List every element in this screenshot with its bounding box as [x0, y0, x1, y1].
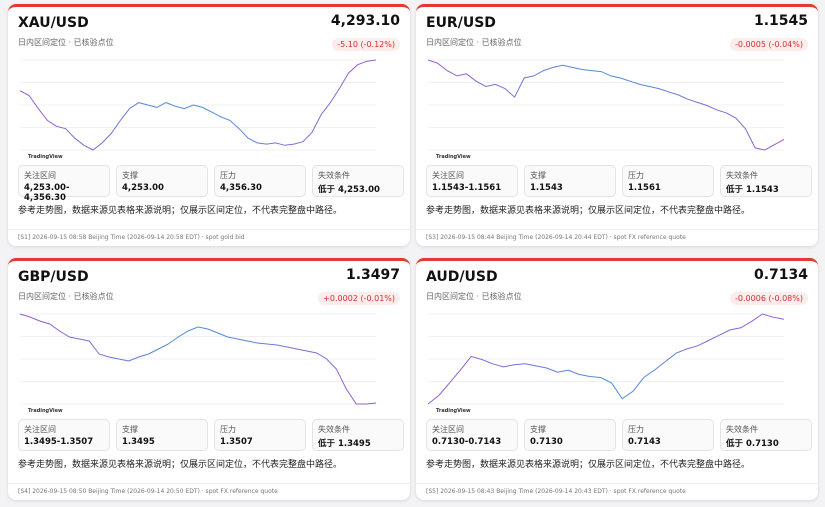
stat-value: 4,356.30 [220, 183, 262, 193]
stat-label: 支撑 [530, 171, 546, 180]
pair-title: EUR/USD [426, 15, 496, 31]
stat-label: 关注区间 [24, 425, 56, 434]
price-line [427, 313, 785, 405]
price-line [427, 59, 785, 151]
stat-label: 失效条件 [318, 425, 350, 434]
chart: TradingView [19, 313, 377, 414]
watermark: TradingView [436, 154, 471, 160]
stat-box: 关注区间 1.1543-1.1561 [426, 165, 518, 197]
price: 1.1545 [753, 13, 808, 29]
watermark: TradingView [28, 408, 63, 414]
stat-label: 压力 [628, 171, 644, 180]
card: EUR/USD 1.1545 日内区间定位 · 已核验点位 -0.0005 (-0.0… [416, 4, 818, 246]
stat-box: 失效条件低于 0.7130 [720, 419, 812, 451]
stat-value: 1.3507 [220, 437, 253, 447]
stat-label: 失效条件 [726, 171, 758, 180]
stat-value: 1.3495 [122, 437, 155, 447]
price-line [19, 59, 377, 151]
stat-label: 关注区间 [24, 171, 56, 180]
stat-value: 0.7130-0.7143 [432, 437, 502, 447]
stat-value: 0.7130 [530, 437, 563, 447]
price: 1.3497 [345, 267, 400, 283]
stat-value: 4,253.00 [122, 183, 164, 193]
footer: [S5] 2026-09-15 08:43 Beijing Time (2026… [416, 483, 818, 495]
stat-label: 支撑 [122, 425, 138, 434]
stat-label: 失效条件 [318, 171, 350, 180]
subtitle: 日内区间定位 · 已核验点位 [426, 292, 522, 301]
price-line [19, 313, 377, 405]
footer: [S4] 2026-09-15 08:50 Beijing Time (2026… [8, 483, 410, 495]
change-badge: -0.0005 (-0.04%) [730, 38, 808, 51]
stat-label: 压力 [628, 425, 644, 434]
chart: TradingView [427, 59, 785, 160]
stat-value: 低于 1.1543 [726, 185, 779, 195]
price: 4,293.10 [330, 13, 400, 29]
stat-box: 关注区间 4,253.00-4,356.30 [18, 165, 110, 203]
stat-value: 1.3495-1.3507 [24, 437, 94, 447]
stat-value: 0.7143 [628, 437, 661, 447]
stat-label: 压力 [220, 171, 236, 180]
chart: TradingView [19, 59, 377, 160]
watermark: TradingView [436, 408, 471, 414]
stat-value: 低于 4,253.00 [318, 185, 380, 195]
subtitle: 日内区间定位 · 已核验点位 [426, 38, 522, 47]
stat-label: 关注区间 [432, 425, 464, 434]
pair-title: AUD/USD [426, 269, 498, 285]
stat-box: 失效条件低于 1.3495 [312, 419, 404, 451]
note: 参考走势图，数据来源见表格来源说明；仅展示区间定位，不代表完整盘中路径。 [18, 460, 343, 470]
stat-box: 压力 1.3507 [214, 419, 306, 451]
change-badge: +0.0002 (-0.01%) [318, 292, 400, 305]
stat-box: 关注区间 0.7130-0.7143 [426, 419, 518, 451]
watermark: TradingView [28, 154, 63, 160]
stat-label: 压力 [220, 425, 236, 434]
card: GBP/USD 1.3497 日内区间定位 · 已核验点位 +0.0002 (-0.0… [8, 258, 410, 500]
stat-box: 失效条件低于 1.1543 [720, 165, 812, 197]
note: 参考走势图，数据来源见表格来源说明；仅展示区间定位，不代表完整盘中路径。 [426, 206, 751, 216]
stat-box: 关注区间 1.3495-1.3507 [18, 419, 110, 451]
stat-label: 关注区间 [432, 171, 464, 180]
note: 参考走势图，数据来源见表格来源说明；仅展示区间定位，不代表完整盘中路径。 [18, 206, 343, 216]
stat-box: 失效条件低于 4,253.00 [312, 165, 404, 197]
note: 参考走势图，数据来源见表格来源说明；仅展示区间定位，不代表完整盘中路径。 [426, 460, 751, 470]
subtitle: 日内区间定位 · 已核验点位 [18, 38, 114, 47]
stat-label: 失效条件 [726, 425, 758, 434]
stat-value: 1.1561 [628, 183, 661, 193]
footer: [S1] 2026-09-15 08:58 Beijing Time (2026… [8, 229, 410, 241]
change-badge: -5.10 (-0.12%) [332, 38, 400, 51]
stat-box: 支撑 4,253.00 [116, 165, 208, 197]
stat-label: 支撑 [122, 171, 138, 180]
card: XAU/USD 4,293.10 日内区间定位 · 已核验点位 -5.10 (-0.1… [8, 4, 410, 246]
stat-box: 压力 4,356.30 [214, 165, 306, 197]
stat-value: 低于 0.7130 [726, 439, 779, 449]
subtitle: 日内区间定位 · 已核验点位 [18, 292, 114, 301]
stat-box: 压力 0.7143 [622, 419, 714, 451]
price: 0.7134 [753, 267, 808, 283]
stat-box: 压力 1.1561 [622, 165, 714, 197]
change-badge: -0.0006 (-0.08%) [730, 292, 808, 305]
stat-value: 1.1543-1.1561 [432, 183, 502, 193]
stat-box: 支撑 1.3495 [116, 419, 208, 451]
stat-label: 支撑 [530, 425, 546, 434]
pair-title: XAU/USD [18, 15, 89, 31]
pair-title: GBP/USD [18, 269, 89, 285]
footer: [S3] 2026-09-15 08:44 Beijing Time (2026… [416, 229, 818, 241]
stat-value: 1.1543 [530, 183, 563, 193]
stat-value: 4,253.00-4,356.30 [24, 183, 70, 203]
stat-value: 低于 1.3495 [318, 439, 371, 449]
stat-box: 支撑 0.7130 [524, 419, 616, 451]
stat-box: 支撑 1.1543 [524, 165, 616, 197]
chart: TradingView [427, 313, 785, 414]
card: AUD/USD 0.7134 日内区间定位 · 已核验点位 -0.0006 (-0.0… [416, 258, 818, 500]
